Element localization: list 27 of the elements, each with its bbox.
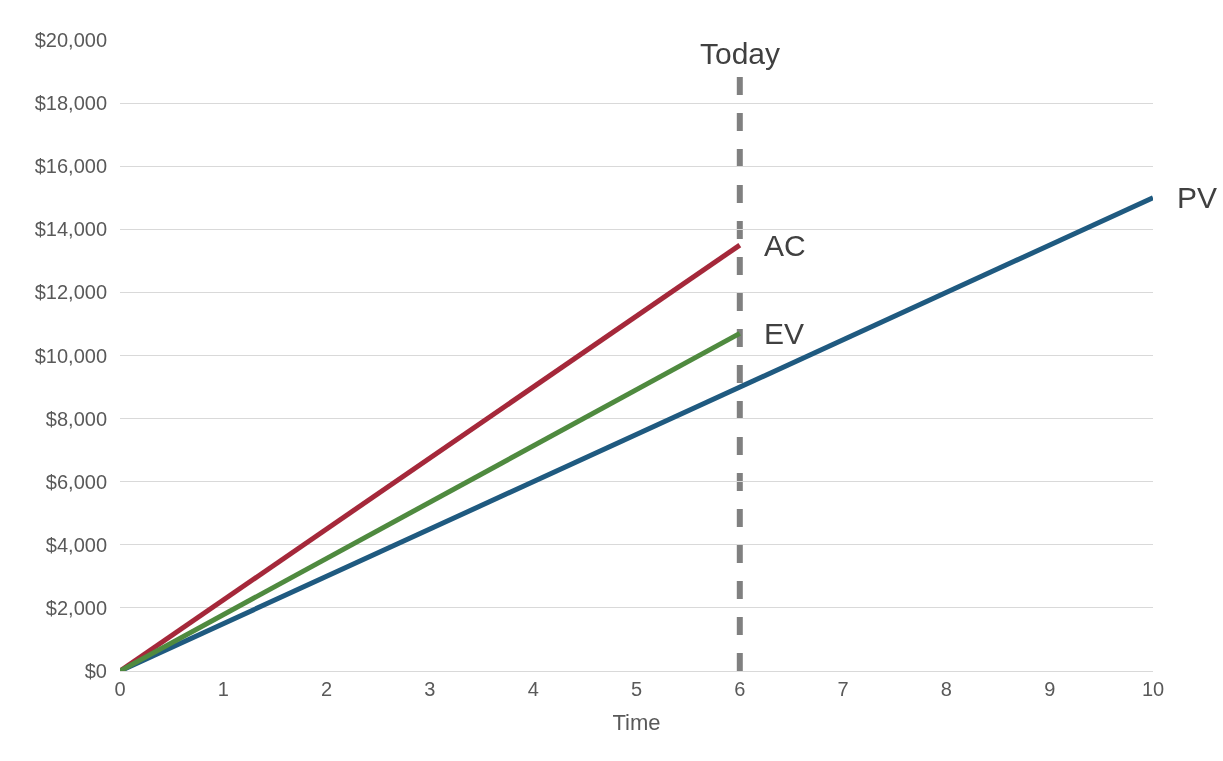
y-tick-label: $2,000	[45, 596, 107, 619]
ref-line-label: Today	[700, 37, 781, 70]
y-tick-label: $10,000	[34, 344, 107, 367]
y-tick-label: $6,000	[45, 470, 107, 493]
x-tick-label: 3	[424, 678, 436, 700]
y-tick-label: $4,000	[45, 533, 107, 556]
x-tick-label: 9	[1044, 678, 1056, 700]
y-tick-label: $14,000	[34, 218, 107, 241]
series-label: AC	[764, 229, 806, 262]
x-tick-label: 6	[734, 678, 746, 700]
y-tick-label: $0	[84, 660, 107, 682]
x-tick-label: 2	[321, 678, 333, 700]
y-tick-label: $12,000	[34, 281, 107, 304]
x-tick-label: 0	[114, 678, 126, 700]
x-axis-title: Time	[612, 709, 661, 735]
x-tick-label: 8	[940, 678, 952, 700]
series-label: EV	[764, 317, 805, 350]
x-tick-label: 10	[1141, 678, 1165, 700]
x-tick-label: 1	[217, 678, 229, 700]
y-tick-label: $16,000	[34, 155, 107, 178]
x-tick-label: 7	[837, 678, 849, 700]
series-label: PV	[1177, 181, 1218, 214]
y-tick-label: $18,000	[34, 92, 107, 115]
y-tick-label: $8,000	[45, 407, 107, 430]
x-tick-label: 5	[630, 678, 643, 700]
x-tick-label: 4	[527, 678, 539, 700]
y-tick-label: $20,000	[34, 29, 107, 51]
